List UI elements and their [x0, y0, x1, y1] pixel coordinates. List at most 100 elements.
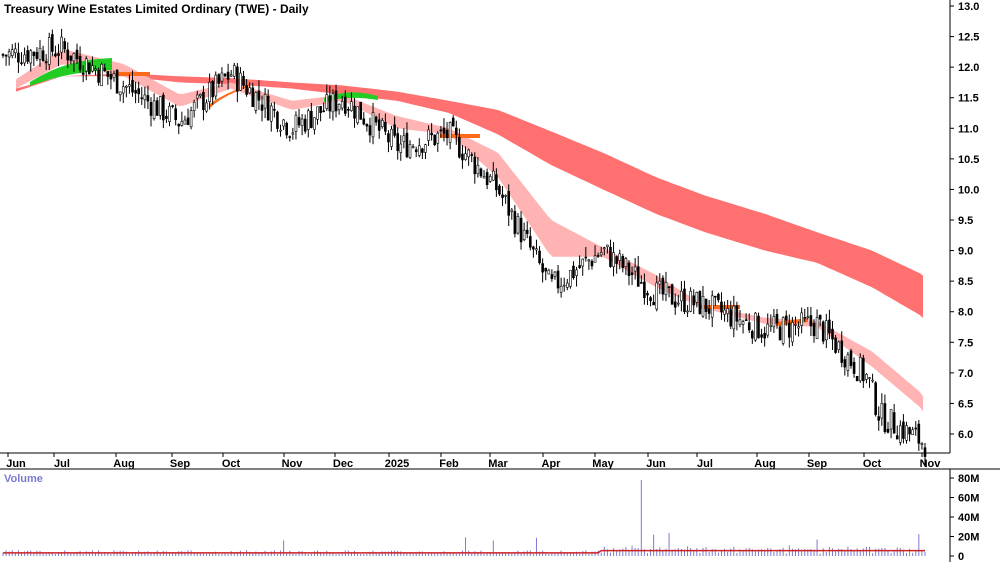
candle-body	[911, 429, 914, 435]
candle-body	[279, 129, 282, 132]
candle-body	[902, 421, 905, 439]
candle-body	[569, 269, 572, 287]
price-candles	[1, 28, 927, 466]
candle-body	[757, 315, 760, 339]
price-panel	[1, 28, 927, 466]
candle-body	[297, 117, 301, 126]
candle-body	[578, 265, 581, 268]
candle-body	[162, 94, 165, 121]
candle-body	[581, 258, 585, 267]
candle-body	[862, 357, 865, 382]
candle-body	[232, 65, 236, 77]
candle-body	[550, 274, 554, 279]
candle-body	[20, 62, 23, 65]
volume-tick-label: 40M	[958, 512, 979, 524]
candle-body	[282, 119, 285, 127]
candle-body	[251, 87, 255, 107]
candle-body	[118, 91, 122, 96]
candle-body	[29, 50, 33, 64]
candle-body	[818, 314, 822, 320]
candle-body	[263, 94, 267, 109]
price-tick-label: 10.0	[958, 184, 979, 196]
candle-body	[38, 47, 42, 60]
candle-body	[347, 109, 350, 111]
candle-body	[165, 115, 168, 119]
price-tick-label: 11.5	[958, 93, 979, 105]
candle-body	[513, 211, 517, 234]
candle-body	[112, 73, 116, 79]
candle-body	[553, 271, 557, 277]
candle-body	[430, 132, 433, 136]
candle-body	[411, 146, 415, 148]
month-tick-label: Jun	[646, 458, 666, 470]
candle-body	[217, 74, 221, 84]
candle-body	[673, 301, 677, 308]
candle-body	[72, 53, 76, 62]
volume-panel	[2, 479, 926, 556]
candle-body	[892, 412, 896, 434]
candle-body	[427, 129, 430, 141]
candle-body	[735, 305, 739, 322]
candle-body	[485, 172, 489, 186]
candle-body	[97, 69, 100, 83]
candle-body	[41, 50, 45, 62]
candle-body	[800, 312, 803, 326]
candle-body	[183, 119, 187, 125]
candle-body	[387, 133, 390, 143]
month-tick-label: Dec	[333, 458, 353, 470]
candle-body	[556, 270, 560, 289]
candle-body	[661, 277, 665, 295]
candle-body	[458, 137, 461, 158]
candle-body	[57, 53, 60, 56]
candle-body	[599, 252, 603, 256]
candle-body	[482, 176, 486, 179]
candle-body	[328, 95, 332, 112]
candle-body	[131, 80, 134, 93]
candle-body	[781, 317, 785, 344]
candle-body	[575, 269, 578, 276]
candle-body	[886, 428, 890, 433]
candle-body	[680, 290, 683, 302]
candle-body	[417, 145, 421, 156]
candle-body	[778, 326, 782, 341]
candle-body	[439, 129, 443, 132]
candle-body	[747, 322, 751, 331]
candle-body	[220, 72, 224, 82]
candle-body	[319, 106, 322, 113]
candle-body	[467, 149, 470, 158]
candle-body	[627, 262, 631, 277]
candle-body	[26, 50, 29, 62]
price-tick-label: 9.0	[958, 246, 973, 258]
month-tick-label: Jul	[54, 458, 70, 470]
volume-tick-label: 0	[958, 551, 964, 562]
candle-body	[797, 326, 800, 329]
candle-body	[732, 305, 736, 330]
candle-body	[414, 149, 418, 153]
candle-body	[877, 416, 881, 421]
candle-body	[701, 295, 705, 317]
candle-body	[202, 91, 205, 111]
candle-body	[683, 288, 686, 313]
candle-body	[103, 67, 107, 71]
candle-body	[242, 75, 245, 86]
candle-body	[208, 81, 211, 103]
candle-body	[325, 94, 329, 109]
chart-title: Treasury Wine Estates Limited Ordinary (…	[4, 2, 309, 16]
candle-body	[744, 319, 748, 321]
candle-body	[525, 229, 529, 234]
candle-body	[245, 85, 248, 95]
candle-body	[189, 110, 193, 128]
candle-body	[621, 256, 625, 268]
candle-body	[54, 53, 57, 57]
candle-body	[140, 97, 144, 100]
candle-body	[769, 324, 773, 327]
candle-body	[686, 310, 689, 313]
candle-body	[806, 316, 810, 319]
candle-body	[273, 108, 276, 111]
candle-body	[236, 66, 239, 92]
candle-body	[300, 118, 304, 126]
candle-body	[266, 95, 270, 121]
candle-body	[47, 37, 51, 65]
candle-body	[618, 253, 622, 261]
candle-body	[920, 443, 924, 445]
